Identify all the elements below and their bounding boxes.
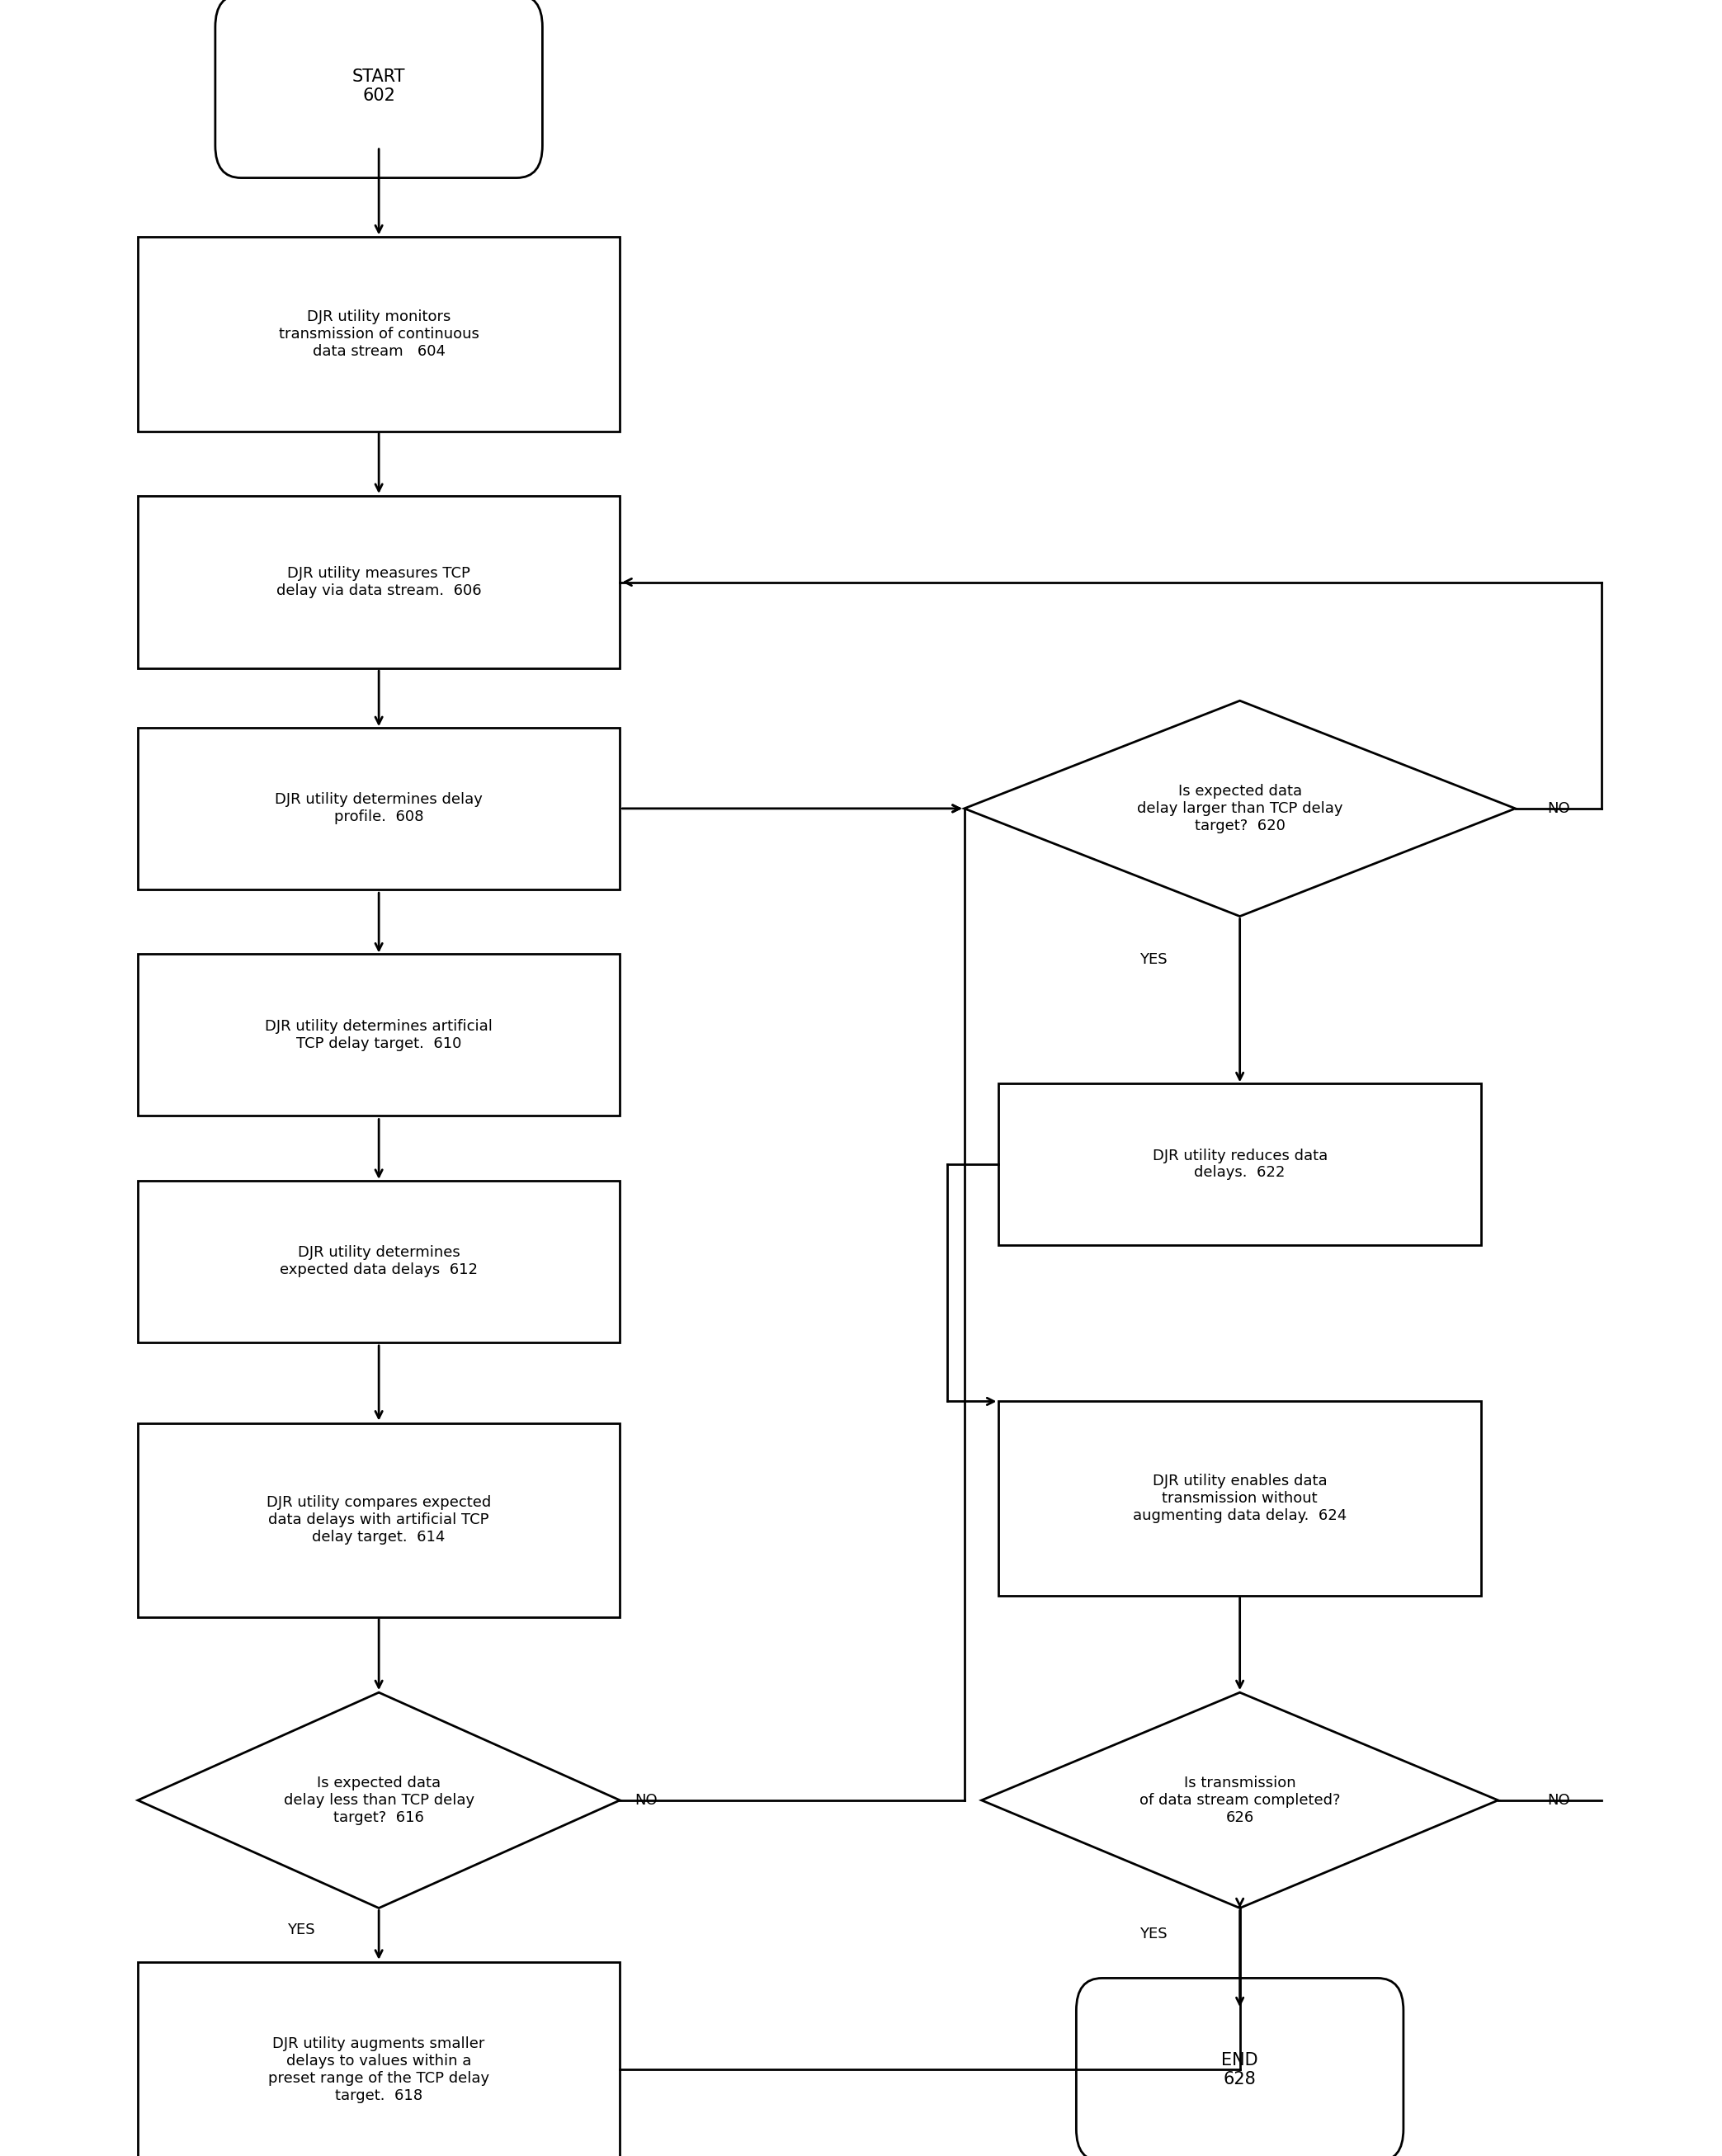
Bar bbox=[999, 1401, 1481, 1595]
Bar bbox=[999, 1082, 1481, 1244]
Text: DJR utility determines delay
profile.  608: DJR utility determines delay profile. 60… bbox=[276, 793, 482, 824]
Text: DJR utility reduces data
delays.  622: DJR utility reduces data delays. 622 bbox=[1152, 1149, 1328, 1179]
Bar bbox=[138, 1423, 620, 1617]
Text: DJR utility compares expected
data delays with artificial TCP
delay target.  614: DJR utility compares expected data delay… bbox=[267, 1496, 491, 1544]
Text: Is expected data
delay less than TCP delay
target?  616: Is expected data delay less than TCP del… bbox=[284, 1777, 474, 1824]
Text: NO: NO bbox=[634, 1794, 658, 1807]
Text: DJR utility enables data
transmission without
augmenting data delay.  624: DJR utility enables data transmission wi… bbox=[1133, 1475, 1347, 1522]
Bar bbox=[138, 496, 620, 668]
Text: DJR utility monitors
transmission of continuous
data stream   604: DJR utility monitors transmission of con… bbox=[279, 310, 479, 358]
Text: YES: YES bbox=[1140, 1927, 1168, 1940]
Text: Is transmission
of data stream completed?
626: Is transmission of data stream completed… bbox=[1140, 1777, 1340, 1824]
Bar bbox=[138, 953, 620, 1117]
Polygon shape bbox=[982, 1692, 1498, 1908]
Text: YES: YES bbox=[1140, 953, 1168, 966]
Bar bbox=[138, 1962, 620, 2156]
Bar bbox=[138, 729, 620, 888]
Polygon shape bbox=[964, 701, 1515, 916]
FancyBboxPatch shape bbox=[215, 0, 542, 179]
Text: START
602: START 602 bbox=[353, 69, 405, 103]
Text: DJR utility determines artificial
TCP delay target.  610: DJR utility determines artificial TCP de… bbox=[265, 1020, 492, 1050]
Text: DJR utility measures TCP
delay via data stream.  606: DJR utility measures TCP delay via data … bbox=[276, 567, 482, 597]
Text: NO: NO bbox=[1546, 1794, 1570, 1807]
Polygon shape bbox=[138, 1692, 620, 1908]
Text: NO: NO bbox=[1546, 802, 1570, 815]
Bar bbox=[138, 237, 620, 431]
Text: Is expected data
delay larger than TCP delay
target?  620: Is expected data delay larger than TCP d… bbox=[1137, 785, 1343, 832]
Text: DJR utility determines
expected data delays  612: DJR utility determines expected data del… bbox=[281, 1246, 477, 1276]
Text: END
628: END 628 bbox=[1221, 2053, 1259, 2087]
Text: DJR utility augments smaller
delays to values within a
preset range of the TCP d: DJR utility augments smaller delays to v… bbox=[269, 2037, 489, 2102]
Text: YES: YES bbox=[288, 1923, 315, 1936]
FancyBboxPatch shape bbox=[1076, 1979, 1403, 2156]
Bar bbox=[138, 1179, 620, 1341]
